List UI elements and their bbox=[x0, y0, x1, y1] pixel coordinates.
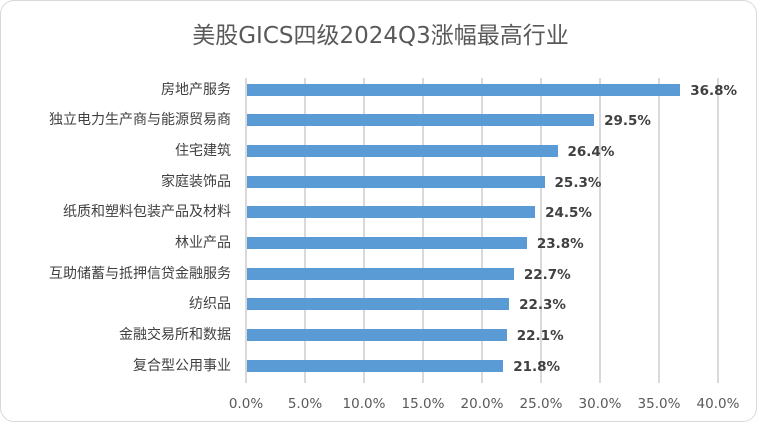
bar[interactable] bbox=[247, 144, 558, 157]
category-label: 房地产服务 bbox=[161, 81, 231, 98]
bar[interactable] bbox=[247, 206, 536, 219]
x-tick-label: 10.0% bbox=[342, 396, 386, 412]
category-label: 林业产品 bbox=[175, 235, 231, 251]
category-label: 金融交易所和数据 bbox=[119, 327, 231, 344]
category-label: 互助储蓄与抵押信贷金融服务 bbox=[49, 265, 231, 282]
category-label: 纸质和塑料包装产品及材料 bbox=[63, 204, 231, 221]
gridline bbox=[717, 78, 719, 383]
x-tick-label: 35.0% bbox=[637, 396, 681, 412]
gridline bbox=[658, 78, 660, 383]
data-label: 23.8% bbox=[536, 236, 584, 252]
data-label: 36.8% bbox=[690, 82, 738, 99]
bar[interactable] bbox=[247, 267, 514, 280]
category-label: 纺织品 bbox=[189, 296, 231, 313]
gridline bbox=[481, 78, 483, 383]
x-tick-label: 5.0% bbox=[287, 396, 323, 412]
gridline bbox=[304, 78, 306, 383]
x-tick-label: 15.0% bbox=[401, 396, 445, 412]
bar[interactable] bbox=[247, 83, 681, 96]
category-label: 独立电力生产商与能源贸易商 bbox=[49, 112, 231, 129]
data-label: 25.3% bbox=[554, 174, 602, 191]
gridline bbox=[540, 78, 542, 383]
data-label: 22.1% bbox=[516, 328, 564, 345]
gridline bbox=[363, 78, 365, 383]
chart-title: 美股GICS四级2024Q3涨幅最高行业 bbox=[192, 23, 569, 49]
gridline bbox=[599, 78, 601, 383]
data-label: 22.3% bbox=[519, 297, 566, 314]
bar[interactable] bbox=[247, 237, 527, 249]
bar[interactable] bbox=[247, 175, 545, 188]
bar[interactable] bbox=[247, 329, 507, 342]
y-axis-line bbox=[245, 78, 247, 383]
category-label: 住宅建筑 bbox=[175, 142, 231, 159]
bar[interactable] bbox=[247, 359, 504, 372]
data-label: 24.5% bbox=[545, 205, 592, 222]
data-label: 21.8% bbox=[513, 358, 561, 375]
x-tick-label: 25.0% bbox=[519, 396, 563, 412]
x-tick-label: 30.0% bbox=[578, 396, 622, 412]
data-label: 29.5% bbox=[604, 113, 651, 130]
bar[interactable] bbox=[247, 114, 595, 127]
gridline bbox=[422, 78, 424, 383]
bar[interactable] bbox=[247, 298, 510, 311]
data-label: 26.4% bbox=[567, 143, 615, 160]
x-tick-label: 20.0% bbox=[460, 396, 504, 412]
x-tick-label: 0.0% bbox=[228, 396, 264, 412]
x-tick-label: 40.0% bbox=[696, 396, 740, 412]
category-label: 家庭装饰品 bbox=[161, 173, 231, 190]
category-label: 复合型公用事业 bbox=[133, 357, 231, 374]
data-label: 22.7% bbox=[523, 266, 571, 283]
